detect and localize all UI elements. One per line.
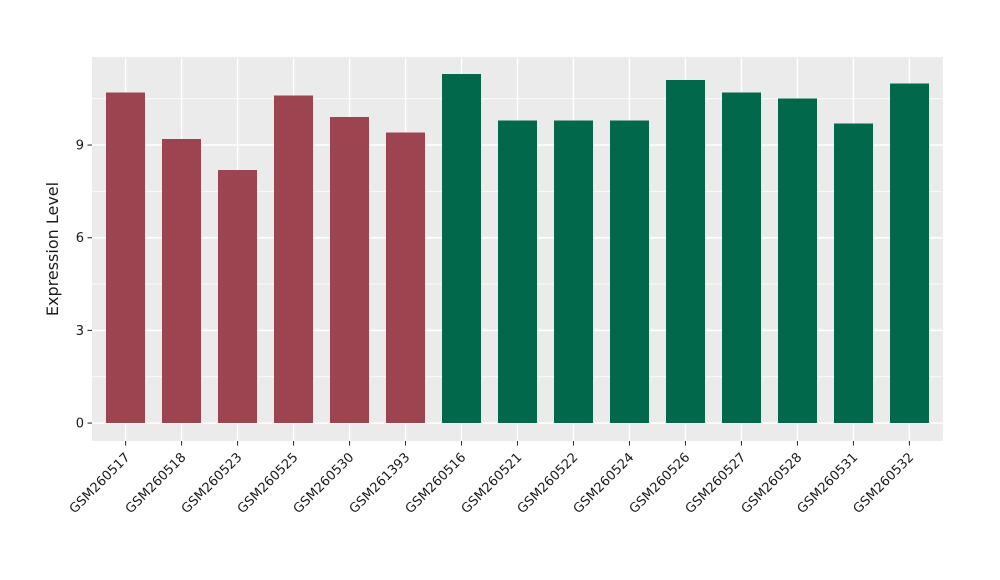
y-tick-label: 3 [76, 324, 84, 339]
bar-GSM260516 [441, 73, 482, 424]
bar-GSM260518 [161, 138, 202, 424]
bars [105, 73, 930, 424]
y-axis-title: Expression Level [43, 182, 62, 316]
bar-GSM260528 [777, 98, 818, 424]
bar-GSM260530 [329, 117, 370, 424]
bar-GSM260522 [553, 120, 594, 424]
bar-GSM260526 [665, 80, 706, 424]
bar-GSM261393 [385, 132, 426, 424]
y-tick-label: 9 [76, 139, 84, 154]
bar-GSM260524 [609, 120, 650, 424]
x-tick-label: GSM260532 [851, 450, 918, 517]
bar-GSM260531 [833, 123, 874, 424]
bar-GSM260525 [273, 95, 314, 424]
bar-GSM260523 [217, 169, 258, 424]
y-tick-label: 0 [76, 417, 84, 432]
bar-GSM260517 [105, 92, 146, 424]
bar-GSM260527 [721, 92, 762, 424]
bar-GSM260521 [497, 120, 538, 424]
axis-ticks [87, 144, 910, 446]
bar-GSM260532 [889, 83, 930, 424]
y-tick-label: 6 [76, 231, 84, 246]
